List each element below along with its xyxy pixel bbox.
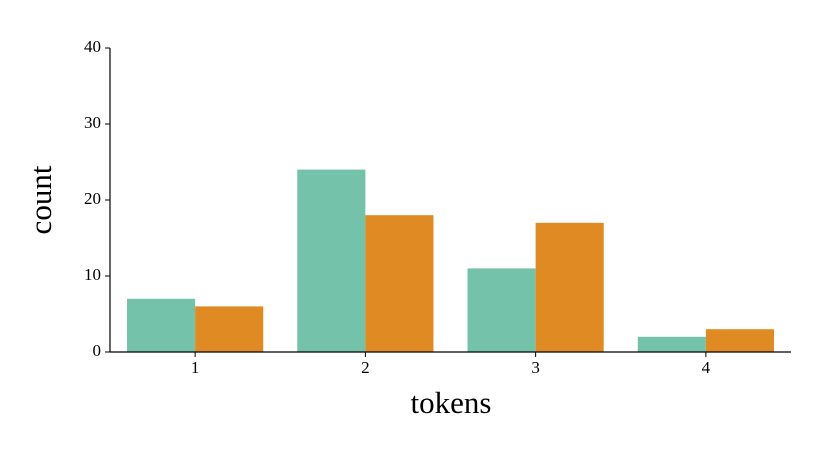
y-tick-label: 10: [84, 265, 101, 284]
y-tick-label: 40: [84, 37, 101, 56]
bar: [195, 306, 264, 352]
bar: [467, 268, 536, 352]
x-tick-label: 3: [531, 358, 540, 377]
bar: [127, 298, 196, 352]
x-tick-label: 2: [361, 358, 370, 377]
y-axis-title: count: [23, 165, 58, 234]
y-tick-label: 20: [84, 189, 101, 208]
bar: [365, 215, 434, 352]
bar: [637, 336, 706, 352]
y-tick-label: 0: [93, 341, 102, 360]
bar: [705, 329, 774, 352]
bar: [535, 222, 604, 352]
y-tick-label: 30: [84, 113, 101, 132]
x-tick-label: 4: [702, 358, 711, 377]
x-tick-label: 1: [191, 358, 200, 377]
x-axis-title: tokens: [411, 385, 492, 420]
bar: [297, 169, 366, 352]
